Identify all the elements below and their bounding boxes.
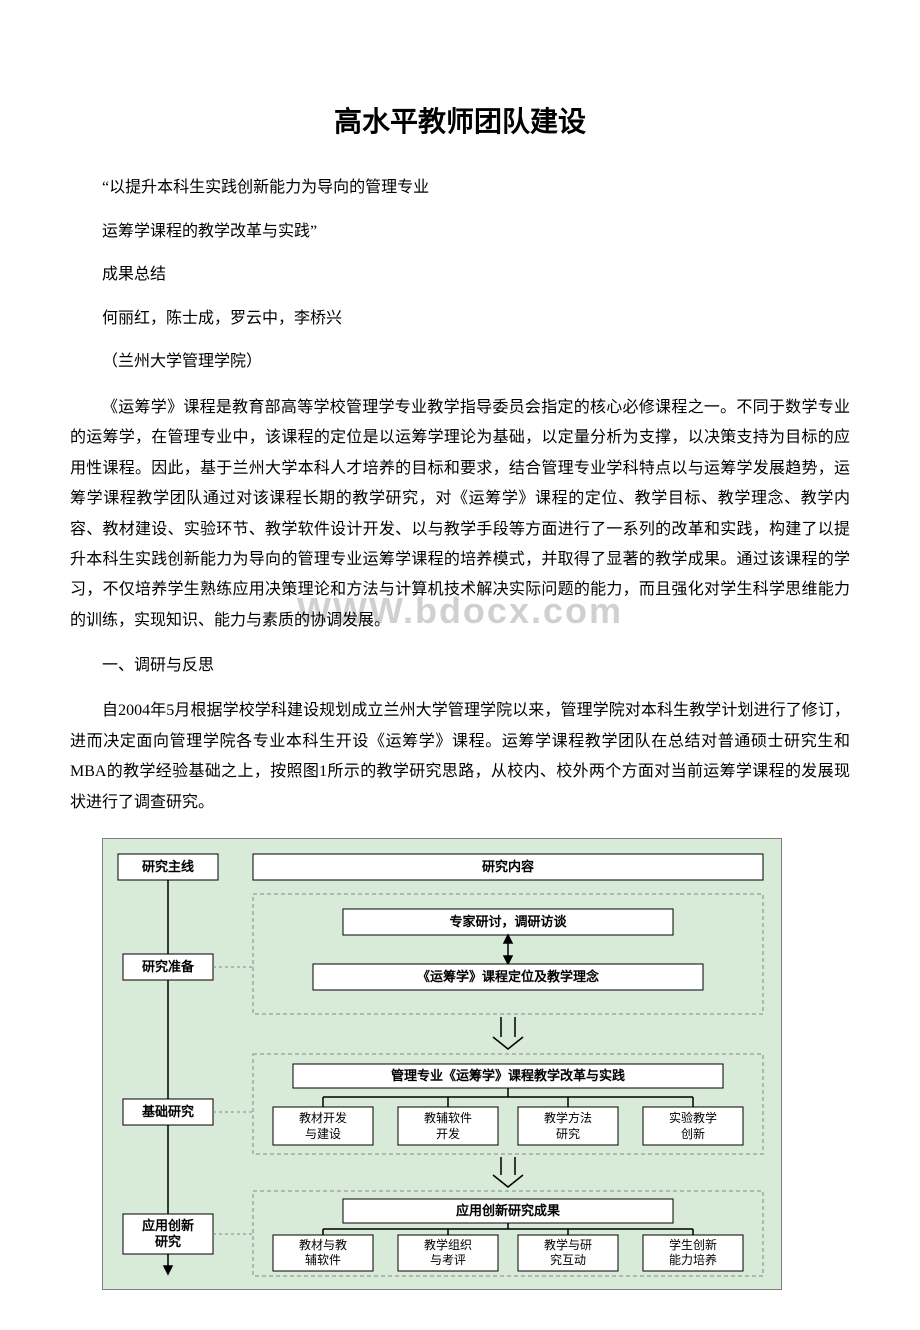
row3-b4-l2: 能力培养 xyxy=(669,1252,717,1267)
subtitle-line-2: 运筹学课程的教学改革与实践” xyxy=(70,219,850,245)
row3-b2-l1: 教学组织 xyxy=(424,1237,472,1252)
subtitle-line-1: “以提升本科生实践创新能力为导向的管理专业 xyxy=(70,175,850,201)
row2-b3-l2: 研究 xyxy=(556,1126,580,1141)
paragraph-2: 自2004年5月根据学校学科建设规划成立兰州大学管理学院以来，管理学院对本科生教… xyxy=(70,696,850,818)
row3-b3-l2: 究互动 xyxy=(550,1252,586,1267)
left-vertical-arrowhead xyxy=(164,1266,172,1274)
row3-b4-l1: 学生创新 xyxy=(669,1237,717,1252)
flowchart-svg: 研究主线 研究内容 研究准备 基础研究 应用创新 研究 xyxy=(113,849,773,1279)
big-arrow-2 xyxy=(493,1157,523,1187)
row2-b1-l1: 教材开发 xyxy=(299,1110,347,1125)
affiliation-line: （兰州大学管理学院） xyxy=(70,349,850,375)
row2-b2-l1: 教辅软件 xyxy=(424,1110,472,1125)
paragraph-1: 《运筹学》课程是教育部高等学校管理学专业教学指导委员会指定的核心必修课程之一。不… xyxy=(70,393,850,636)
row3-b2-l2: 与考评 xyxy=(430,1253,466,1267)
row1-box2-label: 《运筹学》课程定位及教学理念 xyxy=(417,969,599,984)
row3-b1-l2: 辅软件 xyxy=(305,1253,341,1267)
row2-b4-l1: 实验教学 xyxy=(669,1110,717,1125)
summary-label: 成果总结 xyxy=(70,262,850,288)
header-left-label: 研究主线 xyxy=(142,859,194,874)
stage3-label-l2: 研究 xyxy=(155,1234,181,1249)
row2-title-label: 管理专业《运筹学》课程教学改革与实践 xyxy=(391,1068,625,1083)
stage2-label: 基础研究 xyxy=(141,1104,194,1119)
page-title: 高水平教师团队建设 xyxy=(70,100,850,140)
row2-b2-l2: 开发 xyxy=(436,1126,460,1141)
row3-title-label: 应用创新研究成果 xyxy=(456,1203,560,1218)
document-content: 高水平教师团队建设 “以提升本科生实践创新能力为导向的管理专业 运筹学课程的教学… xyxy=(70,100,850,1290)
authors-line: 何丽红，陈士成，罗云中，李桥兴 xyxy=(70,306,850,332)
stage3-label-l1: 应用创新 xyxy=(142,1218,194,1233)
big-arrow-1 xyxy=(493,1017,523,1049)
section-1-heading: 一、调研与反思 xyxy=(70,651,850,681)
row1-bi-arrow-down xyxy=(504,956,512,964)
stage1-label: 研究准备 xyxy=(142,959,195,974)
row2-b4-l2: 创新 xyxy=(681,1126,705,1141)
row3-b3-l1: 教学与研 xyxy=(544,1237,592,1252)
header-right-label: 研究内容 xyxy=(482,859,534,874)
row1-bi-arrow-up xyxy=(504,935,512,943)
row3-b1-l1: 教材与教 xyxy=(299,1237,347,1252)
row2-b1-l2: 与建设 xyxy=(305,1127,341,1141)
diagram-container: 研究主线 研究内容 研究准备 基础研究 应用创新 研究 xyxy=(70,838,850,1290)
research-flowchart: 研究主线 研究内容 研究准备 基础研究 应用创新 研究 xyxy=(102,838,782,1290)
row2-b3-l1: 教学方法 xyxy=(544,1110,592,1125)
row1-box1-label: 专家研讨，调研访谈 xyxy=(449,914,567,929)
